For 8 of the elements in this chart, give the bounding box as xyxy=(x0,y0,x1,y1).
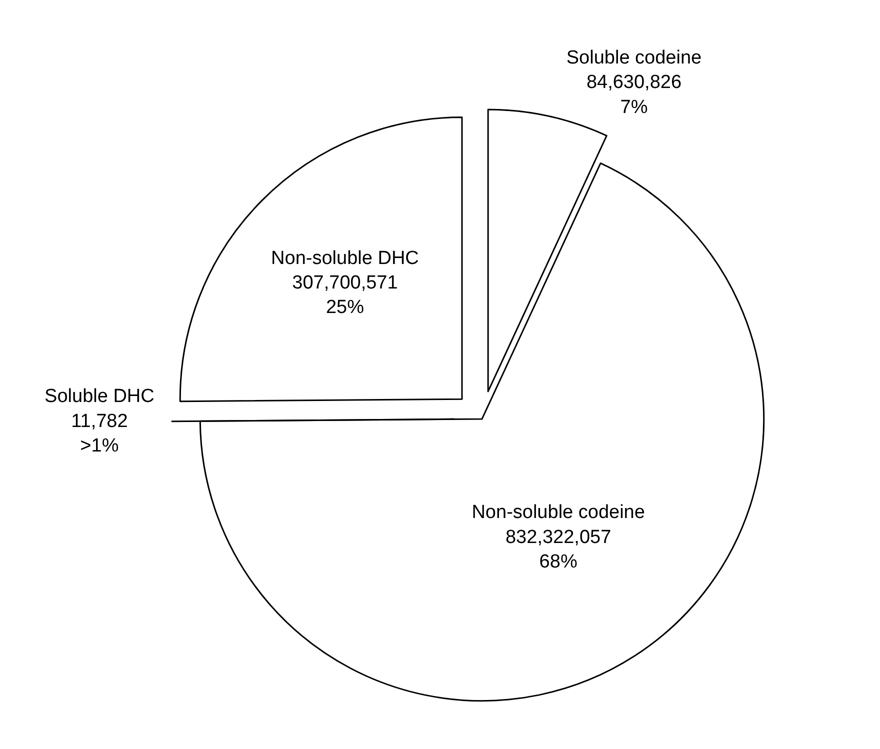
slice-label: Soluble codeine xyxy=(566,47,702,68)
slice-label: Soluble DHC xyxy=(44,386,154,408)
data-label: 307,700,571 25% xyxy=(292,272,398,318)
slice-label: Non-soluble codeine xyxy=(472,502,645,524)
data-label: 11,782 >1% xyxy=(71,410,128,457)
data-label: 832,322,057 68% xyxy=(505,526,612,573)
slice-label: Non-soluble DHC xyxy=(271,248,419,269)
data-label: 84,630,826 7% xyxy=(586,72,682,118)
